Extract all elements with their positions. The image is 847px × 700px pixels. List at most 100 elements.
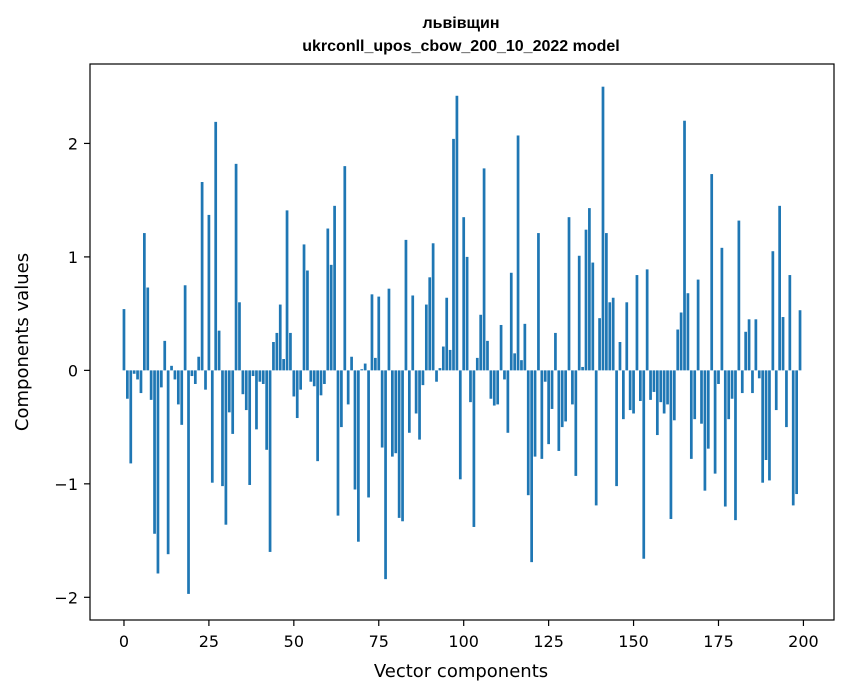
bar-0 xyxy=(122,309,126,371)
bar-49 xyxy=(289,332,292,371)
bar-101 xyxy=(465,256,469,371)
bar-82 xyxy=(401,370,404,522)
bar-197 xyxy=(791,370,795,506)
bar-37 xyxy=(248,370,252,485)
bar-155 xyxy=(649,370,652,400)
bar-65 xyxy=(343,166,347,371)
bar-106 xyxy=(482,168,486,371)
bar-186 xyxy=(754,319,758,371)
bar-176 xyxy=(720,247,724,371)
bar-8 xyxy=(149,370,153,400)
bar-151 xyxy=(635,275,639,371)
bar-166 xyxy=(686,293,690,371)
bar-15 xyxy=(173,370,177,380)
bar-145 xyxy=(615,370,618,487)
bar-99 xyxy=(458,370,462,480)
bar-89 xyxy=(424,304,428,371)
bar-46 xyxy=(278,304,282,371)
bar-122 xyxy=(537,233,540,371)
bar-64 xyxy=(340,370,343,428)
bar-142 xyxy=(605,233,608,371)
y-tick-label: 0 xyxy=(68,361,78,380)
bar-32 xyxy=(231,370,235,434)
bar-50 xyxy=(292,370,296,397)
bar-83 xyxy=(404,239,408,371)
bar-29 xyxy=(221,370,224,487)
bar-92 xyxy=(435,370,438,382)
bar-150 xyxy=(632,370,635,414)
bar-53 xyxy=(302,244,306,371)
bar-55 xyxy=(309,370,313,382)
bar-85 xyxy=(411,295,415,371)
bar-61 xyxy=(329,264,333,371)
bar-84 xyxy=(407,370,411,433)
bar-18 xyxy=(183,285,187,371)
bar-51 xyxy=(295,370,299,419)
bar-43 xyxy=(268,370,272,552)
bar-158 xyxy=(659,370,663,403)
chart-title-line1: львівщин xyxy=(422,15,499,32)
bar-196 xyxy=(788,275,792,371)
bar-195 xyxy=(785,370,788,428)
bar-160 xyxy=(666,370,669,405)
y-axis-ticks: −2 −1 0 1 2 xyxy=(54,134,90,607)
bar-97 xyxy=(452,138,455,371)
bar-88 xyxy=(421,370,425,386)
bar-161 xyxy=(669,370,673,520)
bar-41 xyxy=(261,370,265,384)
bar-52 xyxy=(299,370,302,390)
bar-35 xyxy=(241,370,245,395)
x-tick-label: 75 xyxy=(369,632,389,651)
bar-159 xyxy=(662,370,666,414)
bar-79 xyxy=(391,370,394,457)
bar-54 xyxy=(306,270,309,371)
bar-27 xyxy=(214,121,218,371)
bar-94 xyxy=(441,346,445,371)
bar-25 xyxy=(207,214,211,371)
bar-143 xyxy=(608,302,612,371)
bar-171 xyxy=(703,370,707,491)
y-tick-label: −2 xyxy=(54,588,78,607)
bar-179 xyxy=(730,370,734,399)
x-tick-label: 25 xyxy=(199,632,219,651)
bar-48 xyxy=(285,210,289,371)
bar-73 xyxy=(370,294,374,371)
bar-31 xyxy=(227,370,231,413)
bar-80 xyxy=(394,370,398,454)
bar-170 xyxy=(700,370,703,424)
bar-121 xyxy=(533,370,537,457)
bar-12 xyxy=(163,340,167,371)
y-tick-label: 1 xyxy=(68,248,78,267)
bar-22 xyxy=(197,356,201,371)
bar-45 xyxy=(275,332,279,371)
bar-6 xyxy=(143,233,146,371)
bar-110 xyxy=(496,370,500,405)
bar-157 xyxy=(655,370,659,436)
bar-109 xyxy=(492,370,496,406)
bar-129 xyxy=(560,370,564,428)
bar-11 xyxy=(159,370,163,388)
x-tick-label: 100 xyxy=(448,632,479,651)
bar-128 xyxy=(557,370,561,451)
bar-118 xyxy=(523,323,527,371)
bar-58 xyxy=(319,370,323,396)
y-tick-label: 2 xyxy=(68,134,78,153)
bar-36 xyxy=(244,370,248,411)
bar-133 xyxy=(574,370,578,476)
bar-16 xyxy=(176,370,180,405)
y-tick-label: −1 xyxy=(54,475,78,494)
bars-layer xyxy=(122,86,802,594)
bar-153 xyxy=(642,370,646,559)
bar-69 xyxy=(357,370,360,542)
bar-100 xyxy=(462,217,466,371)
bar-149 xyxy=(628,370,632,411)
bar-57 xyxy=(316,370,319,462)
bar-113 xyxy=(506,370,510,433)
bar-4 xyxy=(136,370,139,380)
bar-112 xyxy=(503,370,506,380)
bar-139 xyxy=(594,370,598,506)
bar-185 xyxy=(751,370,754,394)
bar-192 xyxy=(774,370,778,411)
bar-174 xyxy=(713,370,717,474)
